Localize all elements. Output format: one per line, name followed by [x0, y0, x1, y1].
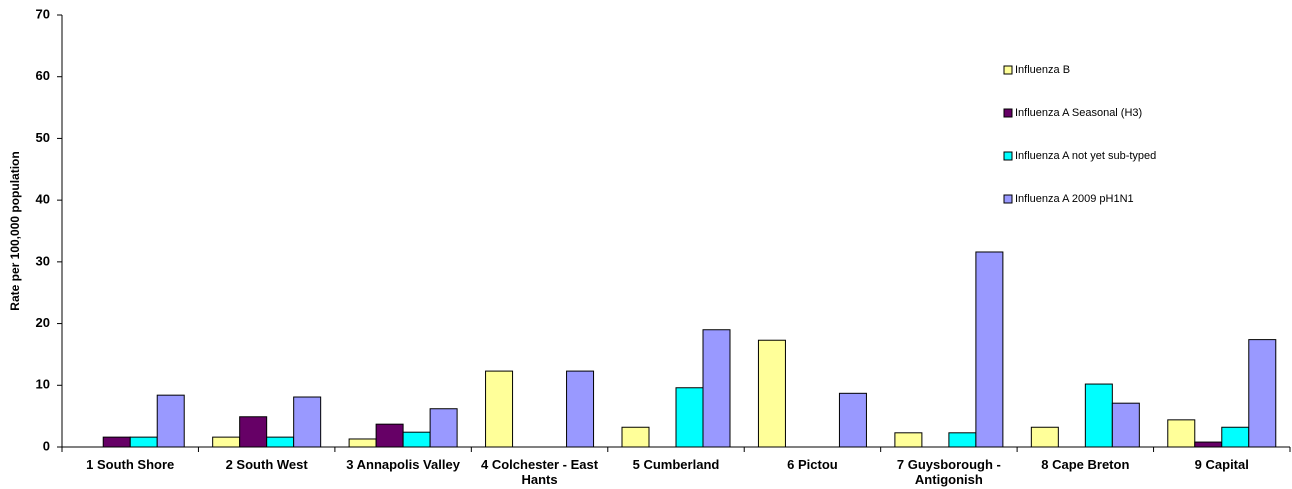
x-tick-label: 1 South Shore — [86, 457, 175, 472]
bar — [1221, 426, 1250, 448]
bar — [621, 426, 650, 448]
y-tick-label: 70 — [36, 6, 50, 21]
x-tick-label: 9 Capital — [1194, 457, 1249, 472]
bar — [156, 394, 185, 448]
y-tick-label: 60 — [36, 68, 50, 83]
bar — [566, 370, 595, 448]
y-tick-label: 40 — [36, 192, 50, 207]
bar — [1030, 426, 1059, 448]
legend-label: Influenza A 2009 pH1N1 — [1015, 193, 1134, 205]
legend-label: Influenza B — [1015, 64, 1070, 76]
bar — [702, 329, 731, 448]
y-tick-label: 30 — [36, 253, 50, 268]
y-axis-label: Rate per 100,000 population — [8, 151, 22, 310]
y-tick-label: 10 — [36, 377, 50, 392]
y-tick-label: 50 — [36, 130, 50, 145]
bar — [948, 432, 977, 448]
bar — [975, 251, 1004, 448]
bar — [102, 436, 131, 448]
bar — [402, 431, 431, 448]
y-tick-label: 0 — [43, 438, 50, 453]
bar — [1111, 402, 1140, 448]
bar — [239, 416, 268, 448]
legend-label: Influenza A Seasonal (H3) — [1015, 107, 1142, 119]
x-tick-label: 2 South West — [225, 457, 308, 472]
bar — [757, 339, 786, 448]
bar — [375, 423, 404, 448]
y-tick-label: 20 — [36, 315, 50, 330]
bar — [129, 436, 158, 448]
bar — [838, 392, 867, 448]
bar — [675, 387, 704, 448]
bar — [1194, 441, 1223, 448]
legend-swatch — [1003, 194, 1013, 204]
x-tick-label: 3 Annapolis Valley — [346, 457, 460, 472]
legend-swatch — [1003, 151, 1013, 161]
legend-swatch — [1003, 108, 1013, 118]
x-tick-label: 5 Cumberland — [632, 457, 720, 472]
bar — [212, 436, 241, 448]
bar — [894, 432, 923, 448]
bar — [348, 438, 377, 448]
bar — [1084, 383, 1113, 448]
x-tick-label: 8 Cape Breton — [1041, 457, 1130, 472]
bar — [266, 436, 295, 448]
bar — [1167, 419, 1196, 448]
bar — [1248, 339, 1277, 448]
x-tick-label: 7 Guysborough - Antigonish — [896, 457, 1001, 487]
legend-swatch — [1003, 65, 1013, 75]
bar — [429, 408, 458, 448]
x-tick-label: 6 Pictou — [787, 457, 838, 472]
legend-label: Influenza A not yet sub-typed — [1015, 150, 1156, 162]
bar — [293, 396, 322, 448]
bar — [485, 370, 514, 448]
x-tick-label: 4 Colchester - East Hants — [481, 457, 599, 487]
